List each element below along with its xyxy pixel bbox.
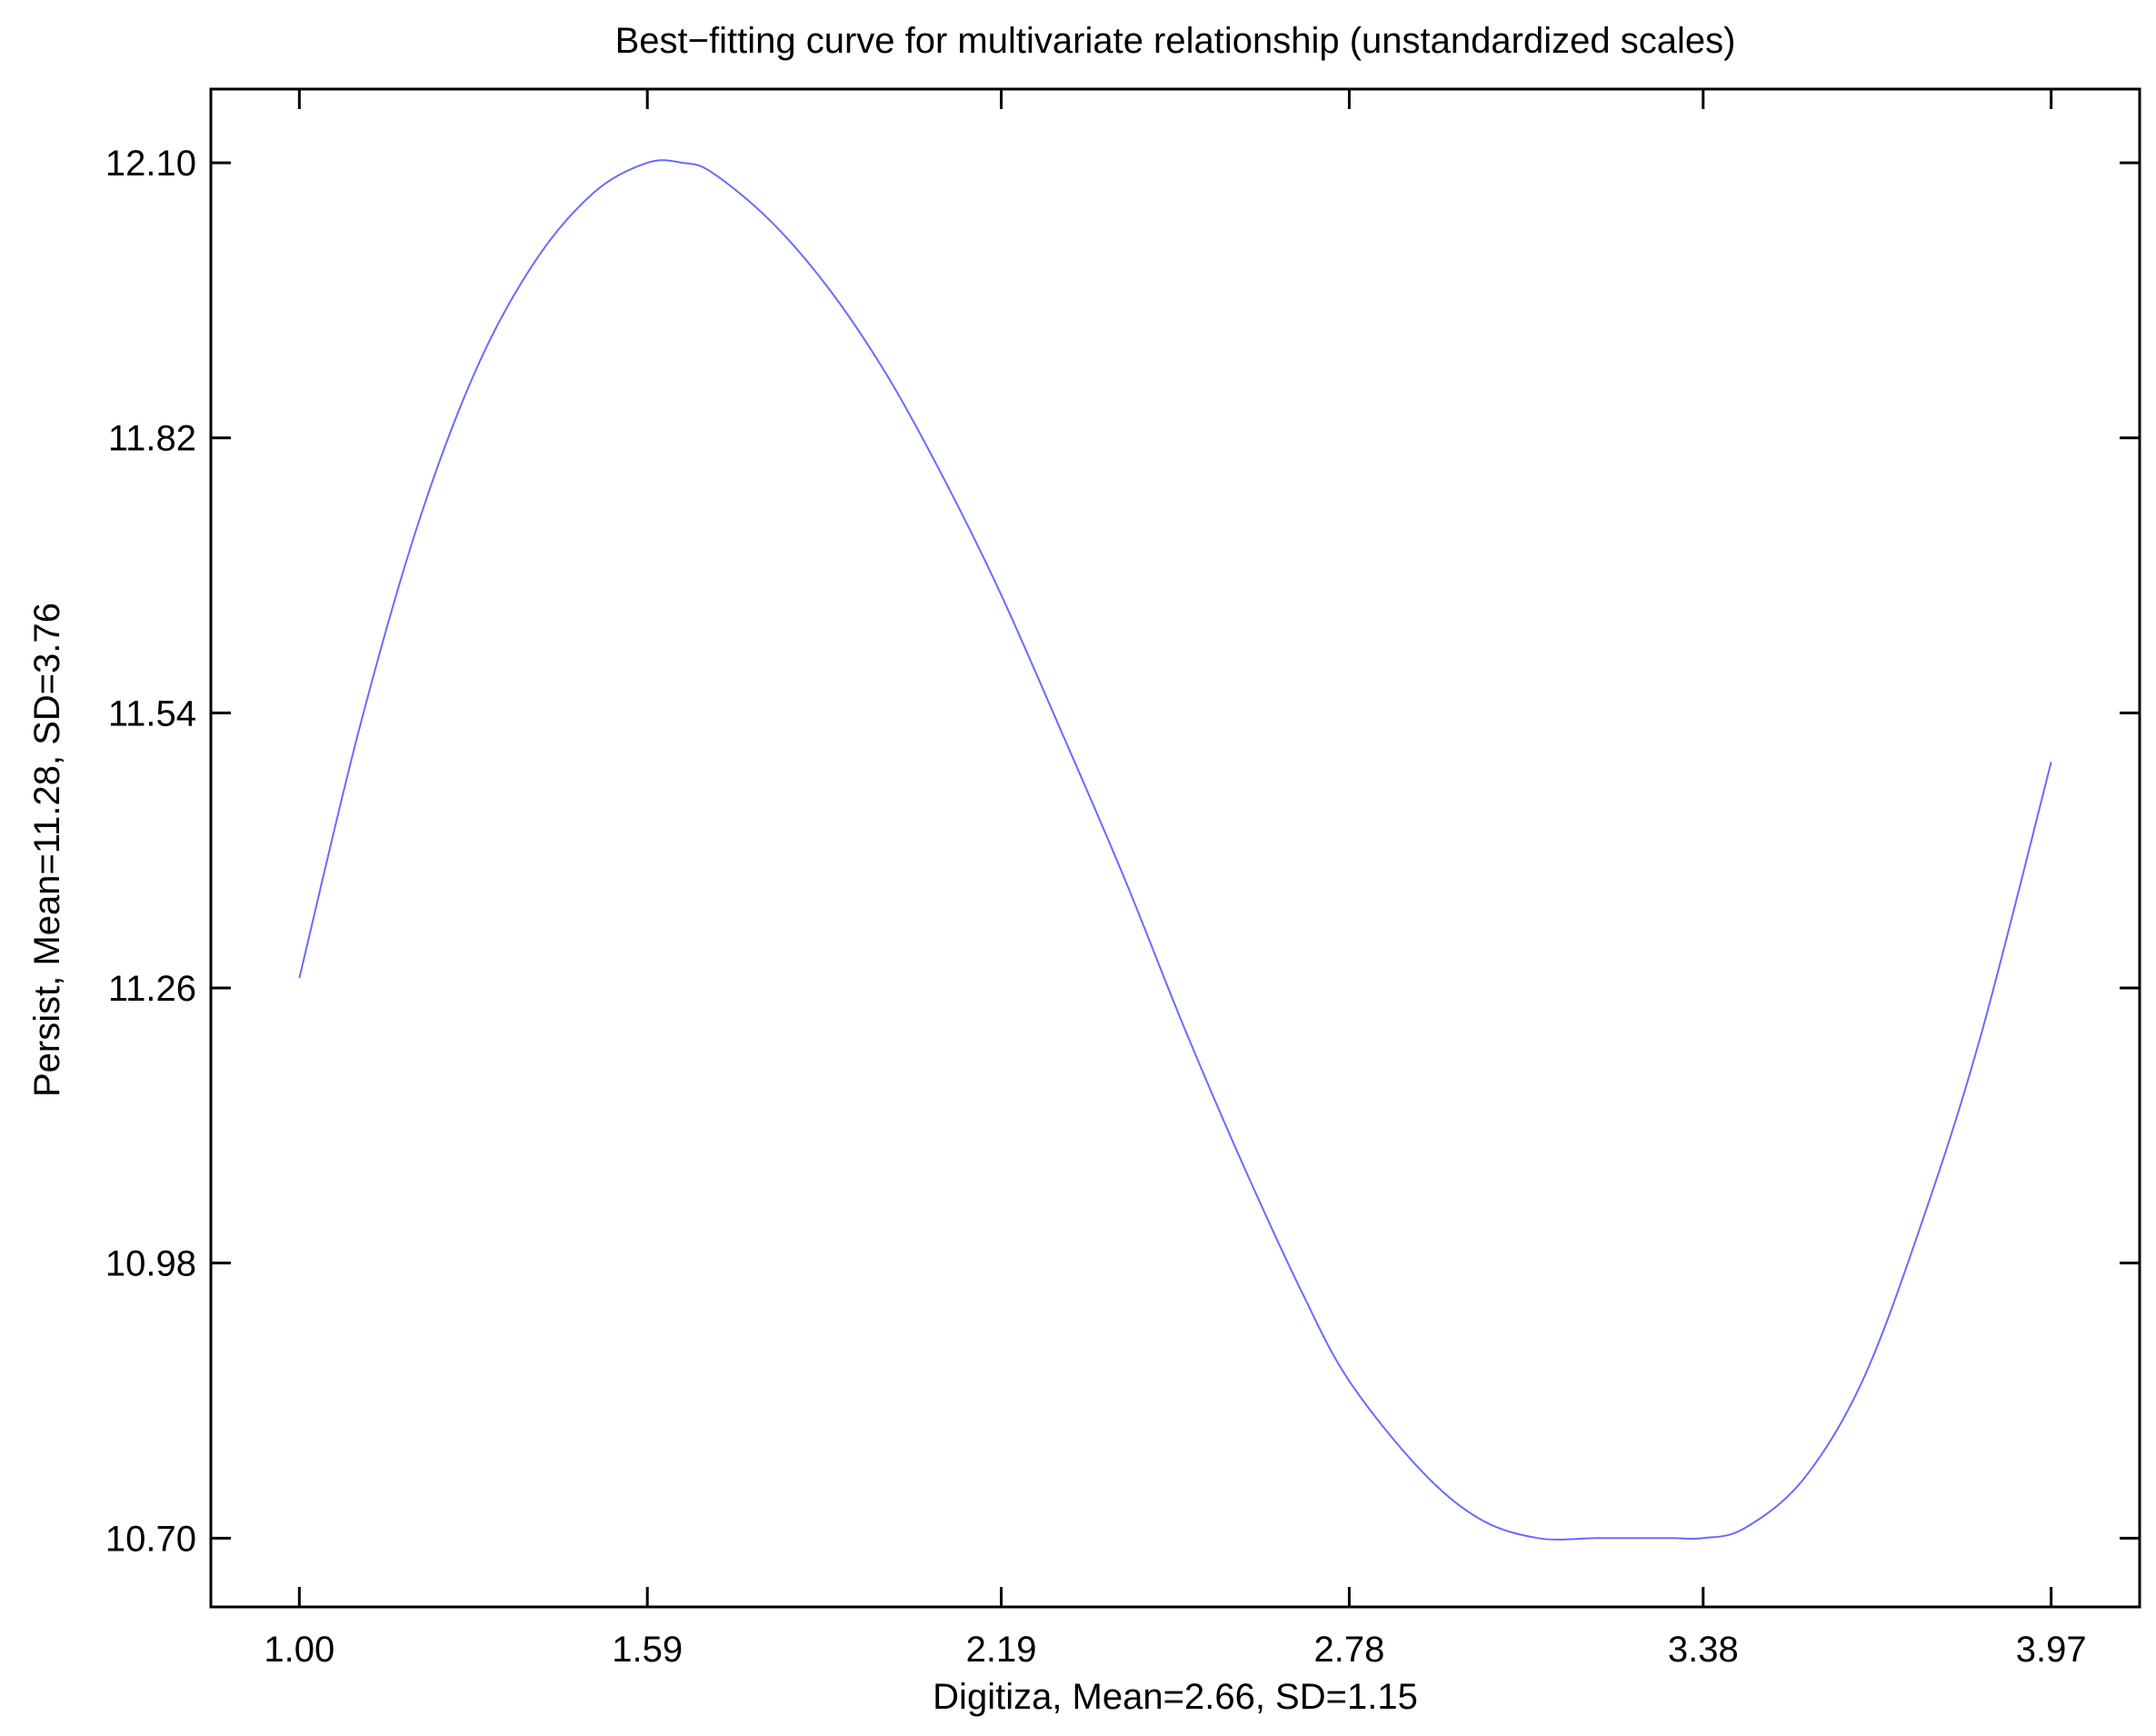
y-tick-label: 10.98 <box>105 1244 196 1284</box>
x-tick-label: 3.97 <box>2016 1630 2087 1670</box>
y-tick-label: 11.54 <box>108 693 196 733</box>
series-layer <box>298 159 2052 1541</box>
x-tick-label: 2.19 <box>966 1630 1037 1670</box>
chart-title: Best−fitting curve for multivariate rela… <box>615 21 1736 61</box>
y-tick-label: 12.10 <box>105 144 196 184</box>
x-axis-label: Digitiza, Mean=2.66, SD=1.15 <box>933 1677 1418 1717</box>
series-line <box>298 159 2052 1541</box>
y-tick-label: 10.70 <box>105 1519 196 1559</box>
x-tick-label: 1.00 <box>264 1630 334 1670</box>
x-tick-label: 3.38 <box>1668 1630 1739 1670</box>
x-tick-label: 1.59 <box>612 1630 683 1670</box>
plot-frame <box>209 87 2141 1609</box>
y-tick-label: 11.82 <box>108 419 196 459</box>
y-axis-label: Persist, Mean=11.28, SD=3.76 <box>27 603 67 1097</box>
y-tick-label: 11.26 <box>108 969 196 1009</box>
ticks-layer: 1.00 1.59 2.19 2.78 3.38 3.97 10.70 10.98 11.26 1… <box>105 89 2140 1670</box>
x-tick-label: 2.78 <box>1314 1630 1385 1670</box>
